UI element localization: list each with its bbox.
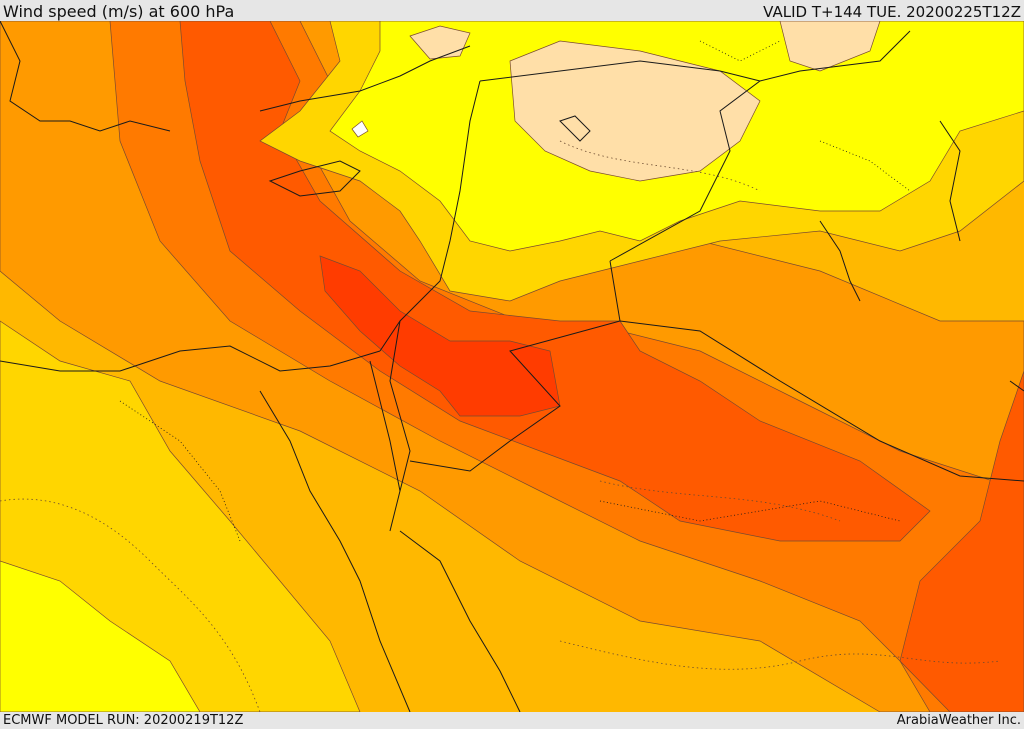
field-strong-core <box>179 21 931 542</box>
field-north-very-light <box>509 40 761 182</box>
map-header: Wind speed (m/s) at 600 hPa VALID T+144 … <box>0 0 1024 21</box>
field-north-very-light-2 <box>779 21 881 72</box>
field-jet-core <box>319 255 561 417</box>
model-run-label: ECMWF MODEL RUN: 20200219T12Z <box>3 713 244 728</box>
map-footer: ECMWF MODEL RUN: 20200219T12Z ArabiaWeat… <box>0 712 1024 729</box>
map-canvas <box>0 21 1024 712</box>
field-east-strong <box>899 370 1024 712</box>
field-north-very-light-3 <box>409 25 471 60</box>
field-calm-spot <box>351 120 369 138</box>
borders <box>0 21 1024 712</box>
brand-label: ArabiaWeather Inc. <box>896 713 1021 728</box>
field-sw-light <box>0 560 201 712</box>
wind-speed-map[interactable] <box>0 21 1024 712</box>
valid-time: VALID T+144 TUE. 20200225T12Z <box>763 3 1021 21</box>
map-title: Wind speed (m/s) at 600 hPa <box>3 2 235 21</box>
province-borders <box>119 40 911 542</box>
dotted-contours <box>0 140 1001 712</box>
